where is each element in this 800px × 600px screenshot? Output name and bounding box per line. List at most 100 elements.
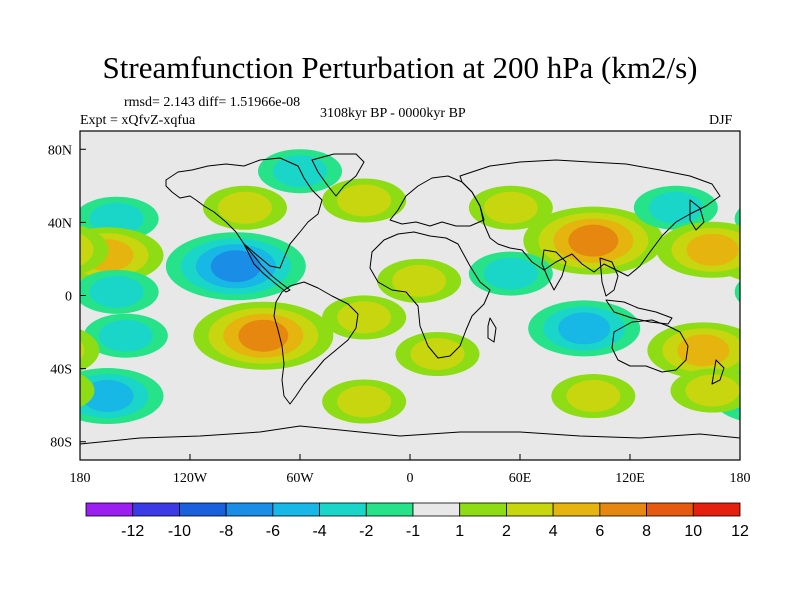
colorbar-label: 6 <box>595 523 604 540</box>
contour-south-ocean-high-west <box>337 385 392 418</box>
colorbar-label: 12 <box>731 523 749 540</box>
contour-tasman-high <box>80 373 95 408</box>
colorbar-swatch <box>365 502 414 517</box>
colorbar-swatch <box>692 502 741 517</box>
contour-australia-high <box>17 334 69 366</box>
colorbar-swatch <box>412 502 461 517</box>
colorbar-label: 4 <box>549 523 558 540</box>
coast-south-america <box>273 281 359 405</box>
contour-tasman-high <box>26 375 80 407</box>
contour-asia-high <box>0 207 3 275</box>
x-tick-label: 120E <box>615 471 645 486</box>
contour-europe-high <box>483 191 538 224</box>
coast-indochina <box>599 257 619 297</box>
colorbar-swatch <box>646 502 694 517</box>
contour-ne-pacific-low-south <box>89 275 144 308</box>
coast-asia <box>459 159 721 277</box>
period-label: 3108kyr BP - 0000kyr BP <box>320 106 466 121</box>
contour-ne-pacific-low-north <box>734 208 740 230</box>
contour-australia-high <box>80 340 85 361</box>
contour-arabia-low <box>483 257 538 290</box>
y-tick-label: 80S <box>50 436 72 451</box>
contour-ne-pacific-low-south <box>750 276 800 308</box>
axis-ticks: 180 120W 60W 0 60E 120E 180 80N 40N 0 40S 80S <box>48 143 751 486</box>
colorbar-label: 8 <box>642 523 651 540</box>
coast-north-america <box>165 157 323 269</box>
x-tick-label: 60E <box>509 471 532 486</box>
contour-indian-ocean-low <box>558 312 611 345</box>
contour-caribbean-low <box>210 250 261 283</box>
contour-ne-pacific-low-north <box>750 203 800 235</box>
contour-canada-high <box>218 191 272 224</box>
stats-label: rmsd= 2.143 diff= 1.51966e-08 <box>124 95 301 110</box>
contour-ne-pacific-low-north <box>89 202 144 235</box>
coast-greenland <box>311 153 365 197</box>
colorbar-swatch <box>179 502 227 517</box>
colorbar-swatch <box>459 502 507 517</box>
x-tick-label: 0 <box>407 471 414 486</box>
y-tick-label: 80N <box>48 143 72 158</box>
colorbar-label: -10 <box>168 523 191 540</box>
colorbar-swatch <box>599 502 647 517</box>
coastlines <box>80 153 740 445</box>
contour-east-asia-low <box>0 192 43 224</box>
experiment-label: Expt = xQfvZ-xqfua <box>80 113 196 128</box>
contour-south-america-high <box>238 319 289 352</box>
map-frame-group <box>0 130 800 461</box>
contour-south-africa-high <box>410 337 465 370</box>
coast-madagascar <box>487 317 497 343</box>
colorbar-swatch <box>506 502 554 517</box>
colorbar-label: -8 <box>219 523 233 540</box>
colorbar-label: -2 <box>359 523 373 540</box>
contour-asia-high <box>568 224 619 257</box>
contour-greenland-low <box>273 155 327 188</box>
coast-japan <box>689 199 705 231</box>
contour-north-atlantic-high <box>337 184 392 217</box>
contour-east-asia-low <box>648 191 703 224</box>
colorbar-swatch <box>272 502 320 517</box>
x-tick-label: 180 <box>70 471 91 486</box>
coast-new-zealand <box>711 359 725 385</box>
coast-maritime <box>605 299 673 325</box>
contour-tasman-high <box>685 374 740 407</box>
contour-africa-high <box>392 264 447 297</box>
colorbar-label: -4 <box>312 523 326 540</box>
plot-title: Streamfunction Perturbation at 200 hPa (… <box>102 50 698 85</box>
colorbar-swatch <box>319 502 367 517</box>
y-tick-label: 40N <box>48 216 72 231</box>
contour-australia-high <box>80 329 100 372</box>
contour-south-pacific-low <box>81 380 134 413</box>
contour-west-pacific-high <box>686 233 739 266</box>
colorbar-label: -1 <box>406 523 420 540</box>
y-tick-label: 0 <box>65 290 72 305</box>
colorbar-label: 2 <box>502 523 511 540</box>
contour-south-ocean-high-east <box>566 380 621 413</box>
colorbar-swatch <box>225 502 274 517</box>
contour-west-pacific-high <box>80 233 94 267</box>
colorbar-label: -12 <box>121 523 144 540</box>
colorbar-swatch <box>132 502 180 517</box>
contour-south-atlantic-high <box>337 301 392 334</box>
contour-sh-pacific-low <box>744 314 800 358</box>
contour-ne-pacific-low-south <box>734 281 740 303</box>
colorbar-label: 10 <box>684 523 702 540</box>
contour-ne-pacific-high <box>742 239 794 271</box>
coast-central-america <box>243 243 291 293</box>
x-tick-label: 120W <box>173 471 208 486</box>
x-tick-label: 60W <box>286 471 314 486</box>
contour-west-pacific-high <box>27 234 79 266</box>
contour-layer <box>0 149 800 425</box>
x-tick-label: 180 <box>730 471 751 486</box>
y-tick-label: 40S <box>50 363 72 378</box>
colorbar: -12 -10 -8 -6 -4 -2 -1 1 2 4 6 8 10 12 <box>85 502 749 540</box>
colorbar-label: -6 <box>266 523 280 540</box>
contour-australia-high <box>677 334 730 367</box>
contour-sh-pacific-low <box>98 319 153 352</box>
coast-antarctica <box>80 425 740 445</box>
coast-australia <box>611 319 689 373</box>
colorbar-swatch <box>85 502 134 517</box>
coast-india <box>541 249 567 291</box>
contour-west-pacific-high <box>80 225 109 275</box>
season-label: DJF <box>709 113 733 128</box>
